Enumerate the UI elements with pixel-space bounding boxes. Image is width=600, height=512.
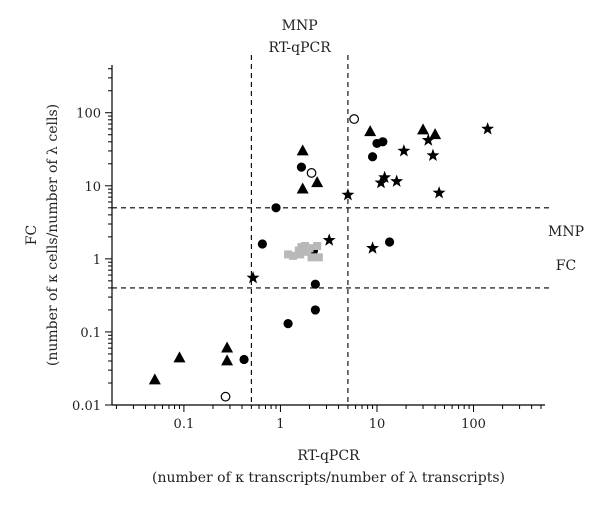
- y-axis-subtitle: (number of κ cells/number of λ cells): [45, 104, 61, 366]
- filled-circle-point: [239, 354, 249, 365]
- triangle-point: [429, 128, 442, 140]
- open-circle-point: [349, 114, 360, 124]
- triangle-point: [296, 144, 309, 156]
- star-point: [432, 186, 446, 199]
- star-point: [366, 241, 380, 254]
- data-points: [148, 114, 495, 402]
- star-point: [378, 170, 392, 183]
- square-point: [289, 251, 298, 260]
- star-point: [421, 133, 435, 146]
- triangle-point: [148, 373, 161, 385]
- star-point: [426, 148, 440, 161]
- region-label-fc-name: FC: [556, 258, 576, 274]
- square-point: [314, 253, 323, 262]
- y-tick-label: 0.01: [72, 399, 101, 414]
- square-point: [296, 250, 305, 259]
- square-point: [301, 241, 310, 250]
- open-circle-point: [306, 168, 317, 178]
- x-tick-label: 1: [276, 417, 284, 432]
- filled-circle-point: [367, 152, 378, 162]
- square-point: [313, 241, 322, 250]
- triangle-point: [311, 176, 324, 188]
- star-point: [322, 233, 336, 246]
- region-label-rtqpcr-name: RT-qPCR: [269, 40, 332, 56]
- star-point: [246, 271, 260, 284]
- reference-lines: [112, 55, 550, 405]
- x-tick-label: 10: [369, 417, 386, 432]
- x-tick-label: 0.1: [174, 417, 195, 432]
- region-label-fc-mnp: MNP: [548, 224, 584, 240]
- star-point: [341, 188, 355, 201]
- y-tick-label: 100: [76, 107, 101, 122]
- x-axis-title: RT-qPCR: [297, 448, 360, 464]
- square-point: [284, 250, 293, 259]
- filled-circle-point: [296, 162, 307, 172]
- square-point: [303, 247, 312, 256]
- x-axis-subtitle: (number of κ transcripts/number of λ tra…: [152, 470, 505, 486]
- open-circle-point: [220, 391, 231, 402]
- filled-circle-point: [310, 305, 320, 315]
- triangle-point: [364, 125, 377, 137]
- square-point: [307, 253, 316, 262]
- filled-circle-point: [384, 237, 395, 247]
- filled-circle-point: [257, 239, 267, 249]
- y-tick-label: 1: [93, 253, 101, 268]
- triangle-point: [221, 341, 234, 353]
- triangle-point: [173, 351, 186, 363]
- star-point: [481, 122, 495, 135]
- y-tick-label: 10: [84, 180, 101, 195]
- triangle-point: [296, 182, 309, 194]
- filled-circle-point: [310, 279, 320, 289]
- y-tick-label: 0.1: [80, 326, 101, 341]
- triangle-point: [221, 354, 234, 366]
- star-point: [390, 174, 404, 187]
- filled-circle-point: [283, 319, 293, 329]
- triangle-point: [417, 123, 430, 135]
- filled-circle-point: [271, 203, 281, 213]
- filled-circle-point: [378, 137, 388, 147]
- region-label-rtqpcr-mnp: MNP: [282, 18, 318, 34]
- star-point: [397, 144, 411, 157]
- axes: 0.1 1 10 100 0.01 0.1 1 10 100: [72, 65, 545, 432]
- x-tick-label: 100: [461, 417, 486, 432]
- y-axis-title: FC: [24, 225, 40, 245]
